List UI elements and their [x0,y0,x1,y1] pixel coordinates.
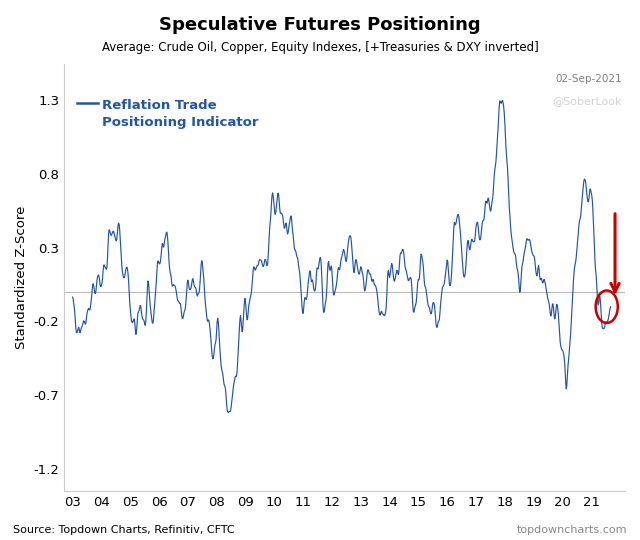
Text: @SoberLook: @SoberLook [553,96,622,106]
Text: Speculative Futures Positioning: Speculative Futures Positioning [159,16,481,34]
Text: Reflation Trade
Positioning Indicator: Reflation Trade Positioning Indicator [102,99,259,129]
Text: topdowncharts.com: topdowncharts.com [516,524,627,535]
Text: Source: Topdown Charts, Refinitiv, CFTC: Source: Topdown Charts, Refinitiv, CFTC [13,524,234,535]
Text: Average: Crude Oil, Copper, Equity Indexes, [+Treasuries & DXY inverted]: Average: Crude Oil, Copper, Equity Index… [102,40,538,53]
Y-axis label: Standardized Z-Score: Standardized Z-Score [15,206,28,349]
Text: 02-Sep-2021: 02-Sep-2021 [556,74,622,84]
